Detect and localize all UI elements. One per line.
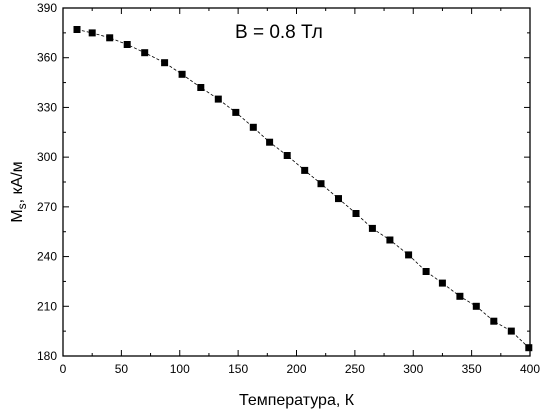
- x-tick-label: 200: [286, 362, 306, 376]
- y-axis-label: Ms, кА/м: [9, 161, 29, 222]
- data-point: [197, 84, 205, 91]
- series-line: [76, 29, 530, 348]
- data-point: [301, 166, 309, 174]
- axis-ticks: [62, 7, 531, 357]
- y-tick-label: 360: [37, 51, 57, 65]
- data-point: [507, 327, 515, 335]
- y-tick-label: 390: [37, 1, 57, 15]
- data-point: [161, 59, 169, 67]
- data-point: [73, 26, 81, 33]
- data-point: [525, 344, 533, 352]
- data-point: [386, 236, 394, 244]
- data-point: [249, 123, 257, 131]
- data-point: [123, 41, 131, 48]
- data-point: [141, 49, 149, 57]
- data-point: [335, 195, 342, 203]
- data-point: [368, 224, 376, 232]
- x-tick-label: 50: [115, 362, 129, 376]
- y-axis-label-main: M: [9, 209, 26, 222]
- data-point: [266, 138, 274, 146]
- data-point: [472, 302, 480, 310]
- series-markers: [73, 26, 533, 352]
- y-tick-label: 270: [37, 200, 57, 214]
- y-tick-label: 180: [37, 349, 57, 363]
- data-point: [232, 108, 240, 116]
- y-axis-label-rest: , кА/м: [9, 161, 26, 203]
- y-tick-label: 240: [37, 250, 57, 264]
- data-point: [106, 34, 114, 42]
- data-point: [456, 292, 464, 300]
- data-point: [317, 180, 325, 188]
- data-point: [405, 251, 413, 259]
- y-axis-label-sub: s: [15, 203, 29, 209]
- x-tick-label: 100: [170, 362, 190, 376]
- x-tick-label: 150: [228, 362, 248, 376]
- axis-tick-labels: 0 50 100 150 200 250 300 350 400 180 210 240 270 300 3…: [37, 1, 540, 376]
- plot-frame: [62, 7, 531, 357]
- data-point: [178, 70, 186, 78]
- x-tick-label: 0: [60, 362, 67, 376]
- data-point: [438, 279, 446, 287]
- x-axis-label: Температура, К: [239, 392, 355, 409]
- x-tick-label: 350: [462, 362, 482, 376]
- chart-annotation: B = 0.8 Тл: [235, 22, 323, 43]
- data-point: [490, 317, 498, 325]
- data-point: [283, 152, 291, 159]
- y-tick-label: 210: [37, 299, 57, 313]
- data-point: [422, 268, 430, 275]
- data-point: [214, 95, 222, 103]
- data-point: [352, 210, 360, 217]
- data-point: [88, 29, 96, 37]
- y-tick-label: 330: [37, 100, 57, 114]
- x-tick-label: 400: [520, 362, 540, 376]
- y-tick-label: 300: [37, 150, 57, 164]
- x-tick-label: 250: [345, 362, 365, 376]
- x-tick-label: 300: [403, 362, 423, 376]
